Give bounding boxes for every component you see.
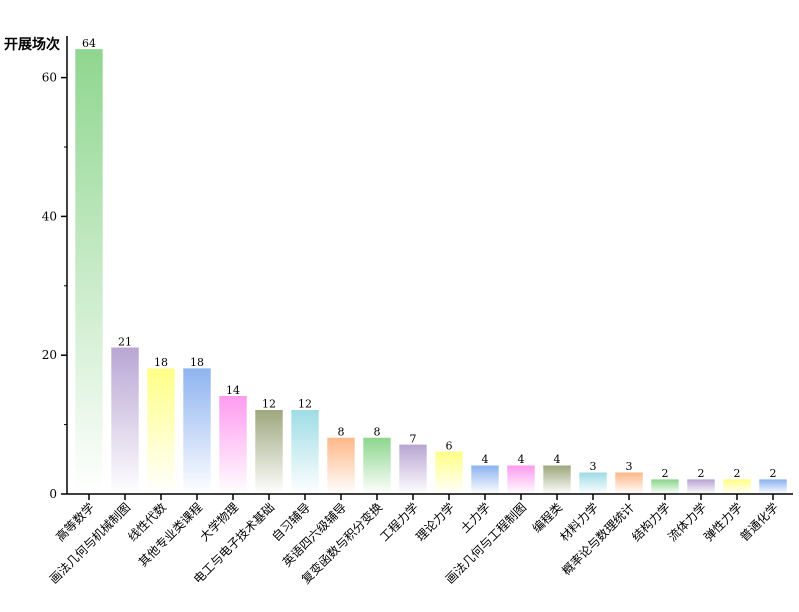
y-ticks-group: 0 20 40 60 (42, 71, 67, 501)
x-tick-label: 流体力学 (665, 500, 710, 545)
value-label: 12 (262, 398, 276, 411)
bar-8 (363, 438, 391, 494)
bar-13 (543, 466, 571, 494)
bar-5 (255, 410, 283, 494)
value-label: 64 (82, 37, 96, 50)
x-tick-label: 结构力学 (629, 500, 674, 545)
value-label: 14 (226, 384, 240, 397)
x-tick-label: 理论力学 (413, 500, 458, 545)
value-label: 7 (410, 432, 417, 445)
value-label: 18 (154, 356, 168, 369)
x-tick-label: 土力学 (457, 500, 493, 536)
bar-0 (75, 49, 103, 495)
bar-7 (327, 438, 355, 494)
bar-17 (687, 480, 715, 494)
bar-14 (579, 473, 607, 494)
bar-18 (723, 480, 751, 494)
bars-group (75, 49, 787, 495)
y-tick-label: 0 (49, 487, 57, 501)
bar-1 (111, 348, 139, 494)
x-tick-label: 英语四六级辅导 (280, 500, 349, 569)
y-tick-label: 60 (42, 71, 57, 85)
axes-group (66, 36, 793, 495)
x-tick-label: 编程类 (529, 500, 565, 536)
value-label: 2 (770, 467, 777, 480)
value-label: 3 (590, 460, 597, 473)
value-label: 2 (662, 467, 669, 480)
value-label: 18 (190, 356, 204, 369)
value-label: 2 (734, 467, 741, 480)
x-tick-label: 其他专业类课程 (135, 500, 205, 570)
value-label: 2 (698, 467, 705, 480)
value-label: 8 (338, 426, 345, 439)
x-tick-label: 普通化学 (737, 500, 782, 545)
y-axis-title: 开展场次 (4, 37, 60, 53)
bar-9 (399, 445, 427, 494)
bar-2 (147, 369, 175, 494)
x-tick-label: 弹性力学 (701, 500, 746, 545)
value-label: 21 (118, 335, 132, 348)
bar-16 (651, 480, 679, 494)
value-label: 6 (446, 439, 453, 452)
value-label: 12 (298, 398, 312, 411)
value-label: 3 (626, 460, 633, 473)
bar-10 (435, 452, 463, 494)
bar-3 (183, 369, 211, 494)
bar-11 (471, 466, 499, 494)
bar-15 (615, 473, 643, 494)
y-tick-label: 40 (42, 209, 57, 223)
x-ticks-group: 高等数学画法几何与机械制图线性代数其他专业类课程大学物理电工与电子技术基础自习辅… (46, 494, 781, 586)
value-label: 4 (554, 453, 561, 466)
bar-4 (219, 396, 247, 494)
bar-19 (759, 480, 787, 494)
x-tick-label: 工程力学 (377, 500, 422, 545)
value-label: 8 (374, 426, 381, 439)
bar-12 (507, 466, 535, 494)
value-label: 4 (482, 453, 489, 466)
bar-6 (291, 410, 319, 494)
value-label: 4 (518, 453, 525, 466)
y-tick-label: 20 (42, 348, 57, 362)
